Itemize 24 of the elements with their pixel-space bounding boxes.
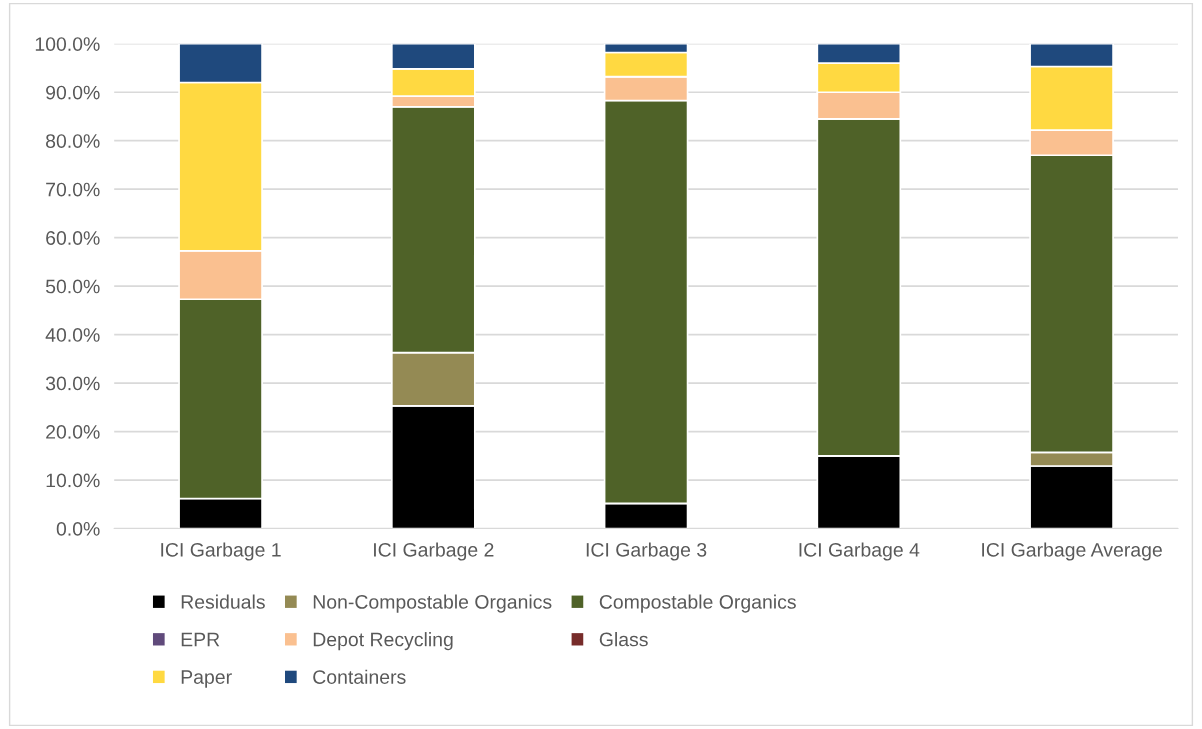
x-tick-label: ICI Garbage 3 — [586, 542, 707, 561]
legend-label: EPR — [181, 632, 220, 647]
legend-label: Depot Recycling — [313, 632, 453, 651]
y-tick-label: 0.0% — [56, 521, 100, 536]
y-tick-label: 90.0% — [46, 85, 100, 100]
legend-label: Containers — [313, 669, 406, 684]
x-tick-label: ICI Garbage Average — [982, 542, 1162, 561]
y-tick-label: 60.0% — [46, 231, 100, 245]
legend-label: Glass — [599, 632, 648, 647]
legend-label: Paper — [181, 670, 232, 688]
y-tick-label: 10.0% — [46, 473, 100, 488]
y-tick-label: 20.0% — [46, 425, 100, 439]
x-tick-label: ICI Garbage 1 — [161, 542, 281, 561]
x-tick-label: ICI Garbage 4 — [799, 542, 920, 561]
y-tick-label: 30.0% — [45, 376, 100, 391]
y-tick-label: 50.0% — [45, 279, 100, 294]
legend-label: Residuals — [181, 594, 265, 609]
x-tick-label: ICI Garbage 2 — [374, 542, 494, 561]
y-tick-label: 100.0% — [35, 37, 100, 51]
y-tick-label: 80.0% — [46, 134, 100, 148]
legend-label: Compostable Organics — [599, 594, 796, 613]
legend-label: Non-Compostable Organics — [313, 594, 552, 613]
y-tick-label: 40.0% — [45, 328, 100, 342]
y-tick-label: 70.0% — [46, 182, 100, 197]
